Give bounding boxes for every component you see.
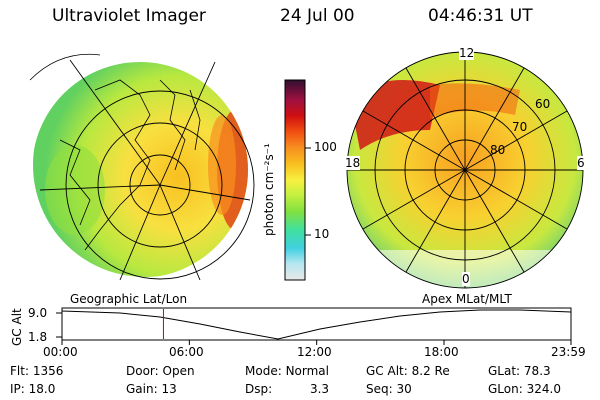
instrument-title: Ultraviolet Imager xyxy=(52,6,206,26)
x-tick-1800: 18:00 xyxy=(424,345,459,359)
colorbar-unit-label: photon cm⁻²s⁻¹ xyxy=(262,143,276,236)
altitude-ylabel: GC Alt xyxy=(10,308,24,346)
geographic-caption: Geographic Lat/Lon xyxy=(70,292,188,306)
geographic-image xyxy=(29,53,255,281)
x-tick-1200: 12:00 xyxy=(297,345,332,359)
info-seq: Seq: 30 xyxy=(366,382,412,396)
info-dsp: Dsp: 3.3 xyxy=(245,382,330,396)
info-gcalt: GC Alt: 8.2 Re xyxy=(366,364,450,378)
altitude-ymax: 9.0 xyxy=(28,306,48,320)
mlat-label-70: 70 xyxy=(512,120,528,134)
time-label: 04:46:31 UT xyxy=(428,6,533,26)
color-bar xyxy=(284,79,311,281)
altitude-ymin: 1.8 xyxy=(28,330,48,344)
info-ip: IP: 18.0 xyxy=(10,382,56,396)
info-glon: GLon: 324.0 xyxy=(488,382,561,396)
magnetic-caption: Apex MLat/MLT xyxy=(422,292,512,306)
date-label: 24 Jul 00 xyxy=(280,6,355,26)
mlt-label-0: 0 xyxy=(462,272,470,286)
colorbar-tick-100: 100 xyxy=(314,140,337,154)
altitude-plot xyxy=(56,307,572,345)
mlat-label-60: 60 xyxy=(535,97,551,111)
x-tick-0600: 06:00 xyxy=(169,345,204,359)
mlt-label-18: 18 xyxy=(345,156,361,170)
magnetic-image xyxy=(346,51,584,289)
altitude-curve xyxy=(61,309,572,340)
info-gain: Gain: 13 xyxy=(126,382,177,396)
info-flt: Flt: 1356 xyxy=(10,364,64,378)
info-door: Door: Open xyxy=(126,364,195,378)
mlt-label-6: 6 xyxy=(577,156,585,170)
colorbar-tick-10: 10 xyxy=(314,227,330,241)
info-glat: GLat: 78.3 xyxy=(488,364,551,378)
info-mode: Mode: Normal xyxy=(245,364,329,378)
x-tick-2359: 23:59 xyxy=(551,345,586,359)
x-tick-0000: 00:00 xyxy=(43,345,78,359)
mlat-label-80: 80 xyxy=(490,143,506,157)
mlt-label-12: 12 xyxy=(459,46,475,60)
